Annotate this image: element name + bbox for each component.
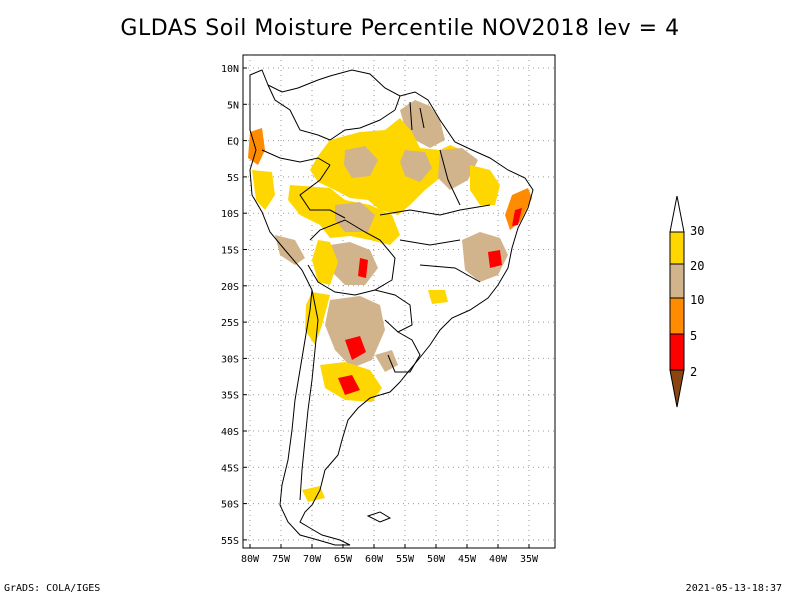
border-bolivia xyxy=(307,219,396,296)
map-title: GLDAS Soil Moisture Percentile NOV2018 l… xyxy=(120,16,680,41)
patch-amazon-tan xyxy=(344,146,378,178)
patch-central-tan xyxy=(335,202,375,232)
lat-tick-label: 20S xyxy=(221,282,239,293)
border-guianas xyxy=(394,95,425,131)
color-legend: 30 20 10 5 2 xyxy=(669,195,704,408)
legend-arrow-bottom xyxy=(669,369,685,408)
south-america-coastline xyxy=(249,69,534,546)
lon-tick-label: 40W xyxy=(489,554,508,565)
legend-box-30-plus xyxy=(669,231,685,265)
border-colombia-peru xyxy=(261,149,331,166)
patch-amazon-yellow-north xyxy=(310,118,470,215)
patch-goias-tan xyxy=(462,232,508,282)
patch-east-coast-red xyxy=(512,208,522,226)
patch-paraguay-yellow xyxy=(428,290,448,304)
map-axes: 10N 5N EQ 5S 10S 15S 20S 25S 30S 35S 40S 45S 50S 55S8… xyxy=(221,64,539,565)
patch-amazon-tan-2 xyxy=(400,150,432,182)
legend-label-2: 2 xyxy=(690,365,697,379)
legend-label-20: 20 xyxy=(690,259,704,273)
border-venezuela-colombia xyxy=(267,84,331,141)
lat-tick-label: 35S xyxy=(221,391,239,402)
legend-arrow-top xyxy=(669,195,685,233)
lat-tick-label: 30S xyxy=(221,354,239,365)
lat-tick-label: 25S xyxy=(221,318,239,329)
lat-tick-label: EQ xyxy=(227,137,239,148)
lat-tick-label: 10N xyxy=(221,64,239,75)
lat-tick-label: 10S xyxy=(221,209,239,220)
legend-label-5: 5 xyxy=(690,329,697,343)
patch-argentina-tan xyxy=(325,296,385,368)
lat-tick-label: 15S xyxy=(221,246,239,257)
border-uruguay xyxy=(387,331,421,373)
lon-tick-label: 65W xyxy=(334,554,353,565)
footer-timestamp: 2021-05-13-18:37 xyxy=(685,583,782,594)
lat-tick-label: 5S xyxy=(227,173,239,184)
lon-tick-label: 55W xyxy=(396,554,415,565)
lon-tick-label: 45W xyxy=(458,554,477,565)
coastlines xyxy=(249,69,534,546)
soil-moisture-patches xyxy=(248,100,532,502)
border-venezuela-brazil xyxy=(329,109,396,141)
legend-box-20-30 xyxy=(669,263,685,299)
patch-patagonia-yellow xyxy=(302,486,325,502)
lat-tick-label: 45S xyxy=(221,463,239,474)
lon-tick-label: 50W xyxy=(427,554,446,565)
patch-guiana-tan xyxy=(400,100,445,148)
border-argentina-chile xyxy=(299,289,319,501)
patch-bolivia-red xyxy=(358,258,368,278)
patch-peru-tan xyxy=(275,235,305,265)
patch-argentina-red xyxy=(345,336,366,360)
lat-tick-label: 5N xyxy=(227,100,239,111)
lon-tick-label: 35W xyxy=(520,554,539,565)
patch-nebrazil-yellow xyxy=(470,165,500,205)
footer-credit: GrADS: COLA/IGES xyxy=(4,583,101,594)
lon-tick-label: 60W xyxy=(365,554,384,565)
border-paraguay xyxy=(374,289,413,333)
patch-goias-red xyxy=(488,250,502,268)
patch-coast-yellow xyxy=(252,170,275,210)
falkland-islands xyxy=(366,511,392,523)
patch-pampas-red xyxy=(338,375,360,395)
lat-tick-label: 50S xyxy=(221,500,239,511)
legend-box-10-20 xyxy=(669,297,685,335)
lon-tick-label: 80W xyxy=(241,554,260,565)
lat-tick-label: 40S xyxy=(221,427,239,438)
legend-box-5-10 xyxy=(669,333,685,371)
lon-tick-label: 70W xyxy=(303,554,322,565)
border-peru-brazil xyxy=(299,164,346,219)
lat-tick-label: 55S xyxy=(221,536,239,547)
legend-label-30: 30 xyxy=(690,224,704,238)
border-brazil-states xyxy=(379,149,491,283)
legend-label-10: 10 xyxy=(690,293,704,307)
lon-tick-label: 75W xyxy=(272,554,291,565)
patch-bolivia-yellow xyxy=(312,240,338,285)
